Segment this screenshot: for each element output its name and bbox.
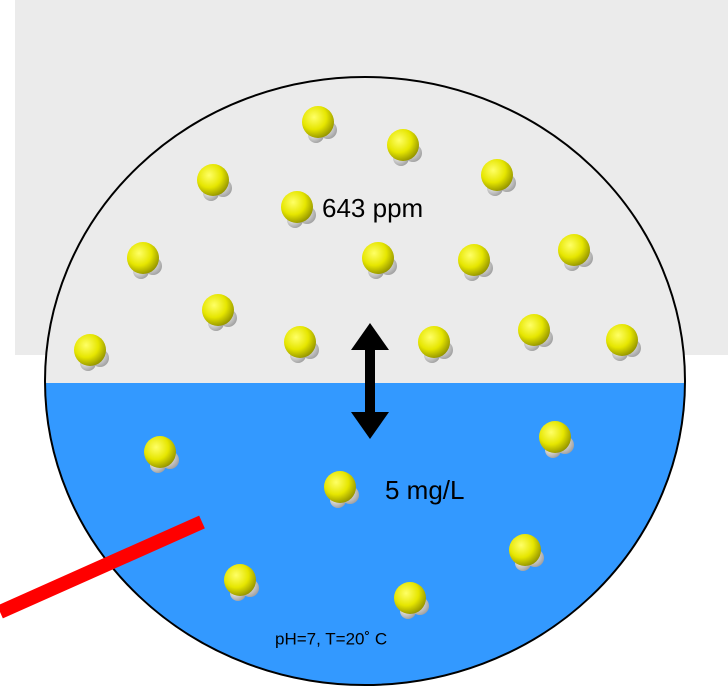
- molecule: [539, 421, 574, 458]
- molecule: [74, 334, 109, 371]
- molecule: [458, 244, 493, 281]
- exchange-arrow: [351, 323, 389, 439]
- molecule: [324, 471, 359, 508]
- gas-concentration: 643 ppm: [322, 193, 423, 223]
- probe: [0, 515, 205, 619]
- molecule: [302, 106, 337, 143]
- molecule: [481, 159, 516, 196]
- molecule: [281, 191, 316, 228]
- molecule: [394, 582, 429, 619]
- circle-outline: [44, 76, 686, 686]
- molecules: [74, 106, 641, 619]
- molecule: [224, 564, 259, 601]
- molecule: [518, 314, 553, 351]
- molecule: [387, 129, 422, 166]
- molecule: [197, 164, 232, 201]
- water-concentration: 5 mg/L: [385, 475, 465, 505]
- molecule: [558, 234, 593, 271]
- molecule: [284, 326, 319, 363]
- molecule: [418, 326, 453, 363]
- molecule: [606, 324, 641, 361]
- molecule: [509, 534, 544, 571]
- molecule: [144, 436, 179, 473]
- molecule: [362, 242, 397, 279]
- conditions: pH=7, T=20˚ C: [275, 629, 387, 648]
- molecule: [202, 294, 237, 331]
- molecule: [127, 242, 162, 279]
